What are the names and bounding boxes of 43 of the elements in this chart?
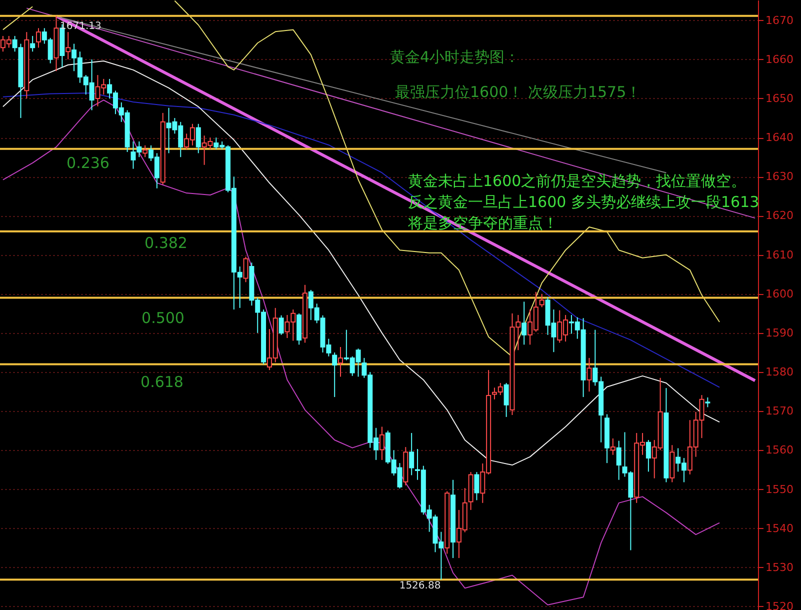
annotation: 0.382 bbox=[144, 234, 188, 252]
y-tick-label: 1570 bbox=[766, 404, 794, 418]
y-tick-label: 1530 bbox=[766, 560, 794, 574]
annotation: 0.618 bbox=[140, 373, 184, 391]
candlestick bbox=[332, 352, 338, 398]
candlestick bbox=[142, 144, 148, 158]
annotation: 最强压力位1600！ 次级压力1575！ bbox=[395, 83, 642, 101]
candlestick bbox=[504, 382, 509, 418]
candlestick bbox=[379, 426, 384, 460]
candlestick bbox=[539, 293, 544, 308]
y-tick-label: 1620 bbox=[766, 209, 794, 222]
candlestick bbox=[474, 472, 480, 501]
y-tick-label: 1550 bbox=[766, 482, 794, 496]
candlestick bbox=[278, 314, 284, 336]
candlestick bbox=[522, 301, 527, 346]
y-tick-label: 1560 bbox=[766, 444, 794, 457]
candlestick bbox=[409, 432, 414, 476]
y-tick-label: 1600 bbox=[766, 287, 794, 300]
y-tick-label: 1580 bbox=[766, 366, 794, 379]
y-tick-label: 1630 bbox=[766, 170, 794, 184]
candlestick bbox=[36, 28, 41, 48]
y-tick-label: 1670 bbox=[766, 14, 794, 27]
candlestick bbox=[646, 440, 651, 472]
candlestick bbox=[243, 256, 248, 283]
candlestick bbox=[66, 32, 71, 60]
candlestick bbox=[196, 123, 201, 154]
y-tick-label: 1590 bbox=[766, 326, 794, 340]
candlestick bbox=[705, 396, 710, 408]
y-tick-label: 1640 bbox=[766, 131, 794, 144]
y-tick-label: 1540 bbox=[766, 522, 794, 535]
candlestick bbox=[30, 35, 36, 52]
annotation: 0.236 bbox=[66, 154, 110, 172]
y-tick-label: 1660 bbox=[766, 52, 794, 66]
y-tick-label: 1610 bbox=[766, 248, 794, 262]
candlestick bbox=[338, 346, 344, 378]
annotation: 1526.88 bbox=[399, 580, 441, 592]
annotation: 黄金4小时走势图： bbox=[390, 48, 520, 66]
candlestick bbox=[616, 440, 622, 480]
candlestick bbox=[610, 438, 616, 456]
annotation: 0.500 bbox=[142, 309, 184, 327]
candlestick bbox=[586, 357, 592, 392]
y-tick-label: 1520 bbox=[766, 600, 794, 610]
y-tick-label: 1650 bbox=[766, 92, 794, 105]
